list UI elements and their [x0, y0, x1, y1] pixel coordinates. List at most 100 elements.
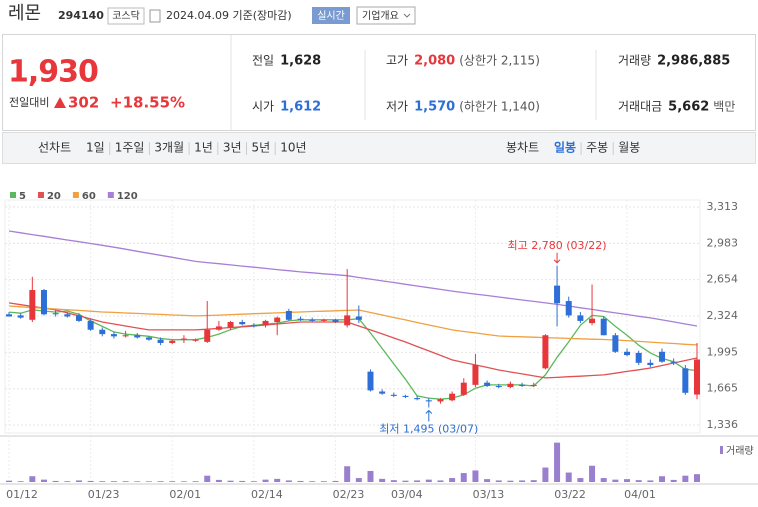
candle-body [694, 359, 700, 395]
tab[interactable]: 월봉 [618, 141, 640, 155]
legend-label: 120 [117, 191, 138, 202]
realtime[interactable]: 실시간 [317, 10, 345, 22]
volume-bar [565, 472, 572, 482]
volume-bar [612, 479, 619, 482]
volume-bar [425, 479, 432, 482]
tab[interactable]: 일봉 [554, 141, 576, 155]
candle-body [659, 351, 666, 362]
candle-body [169, 340, 176, 343]
volume-bar [274, 478, 281, 482]
quote-label: 전일 [252, 54, 274, 68]
volume-bar [169, 481, 176, 482]
tab[interactable]: 3년 [223, 141, 242, 155]
change: 302 [68, 94, 99, 112]
candle-body [542, 335, 549, 369]
candle-body [320, 319, 327, 321]
candle-body [577, 315, 584, 321]
quote-value: 2,986,885 [657, 54, 730, 69]
candle-body [367, 371, 374, 391]
volume-bar [309, 481, 316, 482]
volume-bar [320, 481, 327, 482]
volume-bar [215, 479, 222, 482]
quote-label: 거래대금 [618, 100, 662, 114]
x-tick-label: 02/14 [251, 488, 283, 501]
volume-bar [589, 465, 596, 482]
volume-bar [519, 480, 526, 482]
candle-body [75, 315, 82, 321]
volume-bar [17, 481, 24, 482]
volume-bar [344, 466, 351, 482]
candle-body [110, 334, 117, 337]
candle-body [437, 399, 444, 402]
volume-bar [250, 481, 257, 482]
y-tick-label: 2,324 [707, 309, 739, 322]
candle-body [134, 335, 141, 338]
volume-bar [145, 481, 152, 482]
volume-bar [75, 480, 82, 482]
company[interactable]: 기업개요 [362, 9, 399, 22]
market-badge [107, 7, 145, 25]
candle-body [390, 394, 397, 396]
volume-bar [659, 476, 666, 482]
candle-body [682, 368, 689, 393]
tab[interactable]: 1년 [194, 141, 213, 155]
x-tick-label: 04/01 [624, 488, 656, 501]
company-button[interactable] [356, 6, 416, 25]
market: 코스닥 [112, 10, 140, 22]
volume-bar [355, 478, 362, 482]
candle-body [99, 329, 106, 335]
candle-body [250, 325, 257, 327]
dropdown-icon [403, 13, 411, 18]
candle-body [355, 316, 362, 320]
candle-body [297, 318, 304, 320]
volume-bar [29, 476, 36, 482]
tab[interactable]: 1일 [86, 141, 105, 155]
ma-line [8, 230, 698, 327]
volume-bar [367, 470, 374, 482]
ma-line [8, 305, 698, 346]
annotation-arrow [425, 409, 433, 422]
candle-body [274, 317, 281, 323]
candle-body [565, 301, 572, 316]
tab[interactable]: 1주일 [115, 141, 145, 155]
candle-body [612, 335, 619, 352]
volume-bar [484, 479, 491, 482]
volume-bar [542, 467, 549, 482]
volume-bar [437, 480, 444, 482]
candle-body [600, 318, 607, 336]
tab-bar [2, 132, 756, 164]
realtime-button[interactable] [312, 7, 350, 24]
candle-body [484, 382, 491, 386]
stock-code: 294140 [58, 9, 104, 22]
tab[interactable]: 주봉 [586, 141, 608, 155]
tab[interactable]: 5년 [252, 141, 271, 155]
y-tick-label: 1,336 [707, 418, 739, 431]
candle-body [227, 322, 234, 328]
volume-bar [379, 478, 386, 482]
volume-bar [449, 478, 456, 482]
tab[interactable]: 10년 [280, 141, 306, 155]
volume-bar [635, 480, 642, 482]
volume-bar [460, 473, 467, 482]
stock-name: 레몬 [8, 3, 41, 24]
up-arrow [54, 97, 66, 108]
candle-body [17, 315, 24, 318]
candle-body [449, 393, 456, 401]
y-tick-label: 1,665 [707, 382, 739, 395]
tab[interactable]: 3개월 [154, 141, 184, 155]
volume-bar [390, 480, 397, 482]
volume-bar [110, 481, 117, 482]
quote-note: (하한가 1,140) [459, 100, 540, 114]
volume-bar [624, 479, 631, 482]
volume-bar [99, 481, 106, 482]
y-tick-label: 1,995 [707, 345, 739, 358]
candle-body [402, 395, 409, 397]
legend-swatch [107, 192, 114, 198]
volume-legend-swatch [720, 446, 723, 454]
volume-bar [40, 479, 47, 482]
candle-body [180, 338, 187, 340]
x-tick-label: 01/23 [88, 488, 120, 501]
quote-value: 5,662 [668, 100, 709, 115]
candle-body [64, 314, 71, 317]
